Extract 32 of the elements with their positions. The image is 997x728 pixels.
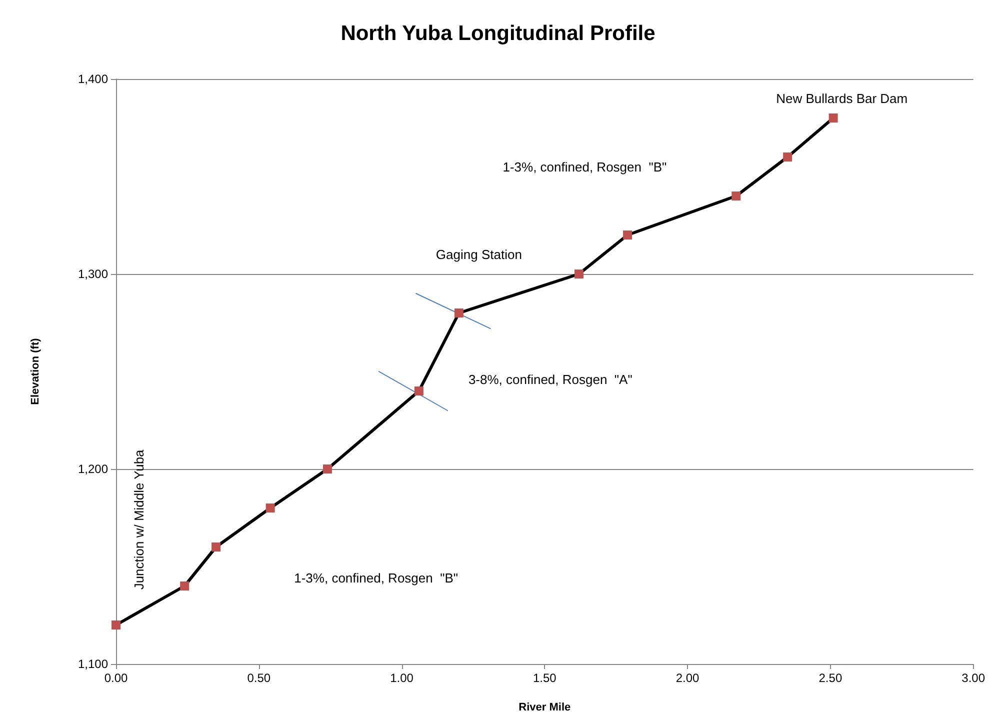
point (828, 114, 838, 122)
y-tick-label: 1,200 (78, 462, 108, 476)
y-tick-label: 1,400 (78, 72, 108, 86)
annotation: New Bullards Bar Dam (776, 91, 908, 106)
chart-title: North Yuba Longitudinal Profile (340, 22, 656, 45)
point (414, 386, 424, 396)
annotation: Gaging Station (436, 247, 522, 262)
point (623, 230, 632, 240)
point (266, 504, 275, 512)
annotation: 1-3%, confined, Rosgen "B" (502, 159, 667, 174)
x-tick-label: 2.50 (818, 671, 842, 685)
x-tick-label: 1.00 (390, 671, 414, 685)
annotation: 3-8%, confined, Rosgen "A" (468, 372, 633, 387)
annotation: Junction w/ Middle Yuba (131, 448, 146, 590)
point (112, 620, 120, 630)
y-axis-title: Elevation (ft) (30, 338, 42, 405)
x-tick-label: 1.50 (532, 671, 557, 685)
point (322, 464, 332, 474)
point (212, 542, 221, 552)
x-axis-title: River Mile (518, 702, 571, 714)
x-tick-label: 3.00 (962, 671, 986, 685)
point (454, 308, 464, 318)
point (783, 152, 792, 162)
y-tick-label: 1,300 (78, 267, 108, 281)
annotation: 1-3%, confined, Rosgen "B" (294, 570, 458, 586)
x-tick-label: 0.50 (247, 671, 271, 685)
point (574, 270, 584, 278)
point (732, 192, 741, 200)
x-tick-label: 0.00 (104, 671, 128, 685)
point (180, 582, 190, 590)
x-tick-label: 2.00 (676, 671, 700, 685)
y-tick-label: 1,100 (78, 657, 108, 671)
